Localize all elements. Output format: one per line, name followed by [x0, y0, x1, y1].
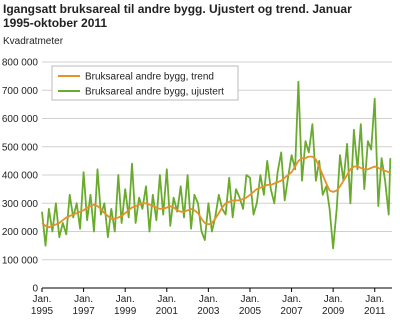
title-box: Igangsatt bruksareal til andre bygg. Uju… — [3, 2, 352, 30]
y-tick-label: 100 000 — [2, 255, 39, 266]
y-tick-label: 600 000 — [2, 114, 39, 125]
legend: Bruksareal andre bygg, trend Bruksareal a… — [51, 65, 239, 101]
y-tick-label: 0 — [32, 284, 38, 295]
y-axis-label: Kvadratmeter — [3, 36, 64, 47]
legend-label: Bruksareal andre bygg, trend — [85, 72, 214, 83]
y-tick-label: 300 000 — [2, 199, 39, 210]
legend-label: Bruksareal andre bygg, ujustert — [85, 87, 224, 98]
series-line — [41, 155, 391, 229]
y-tick-label: 200 000 — [2, 227, 39, 238]
y-tick-label: 700 000 — [2, 86, 39, 97]
y-tick-label: 400 000 — [2, 171, 39, 182]
x-tick-label: Jan. 2001 — [156, 294, 179, 317]
x-tick-label: Jan. 1999 — [114, 294, 137, 317]
series-line — [41, 80, 392, 250]
x-tick-label: Jan. 2009 — [322, 294, 345, 317]
legend-box — [51, 65, 239, 101]
x-tick-label: Jan. 2005 — [239, 294, 262, 317]
x-tick-label: Jan. 2007 — [280, 294, 303, 317]
y-tick-label: 500 000 — [2, 142, 39, 153]
chart-title: Igangsatt bruksareal til andre bygg. Uju… — [3, 2, 352, 30]
x-tick-label: Jan. 1997 — [72, 294, 95, 317]
x-tick-label: Jan. 1995 — [31, 294, 54, 317]
x-tick-label: Jan. 2003 — [197, 294, 220, 317]
x-tick-label: Jan. 2011 — [364, 294, 386, 317]
y-tick-label: 800 000 — [2, 58, 39, 69]
